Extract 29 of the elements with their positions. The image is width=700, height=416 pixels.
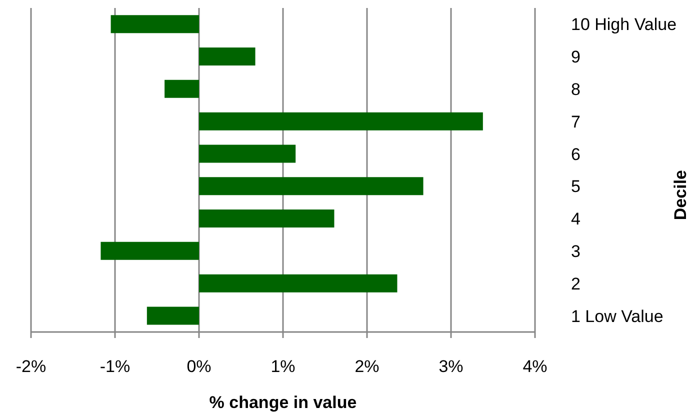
y-tick-label: 8 [571,80,580,100]
y-axis-title: Decile [671,170,690,220]
bar [146,306,199,325]
y-tick-label: 1 Low Value [571,306,664,326]
x-tick-label: 1% [270,357,296,376]
y-tick-label: 7 [571,112,580,132]
bar [100,242,199,260]
y-tick-label: 9 [571,48,580,67]
bar [164,80,199,98]
bar [199,144,296,163]
y-tick-label: 5 [571,177,580,196]
y-tick-label: 2 [571,274,580,294]
bar [199,112,483,130]
bar [199,48,256,66]
bar [199,210,334,228]
x-tick-label: -2% [16,357,46,376]
bar [110,15,199,34]
y-tick-label: 4 [571,210,580,229]
x-axis-title: % change in value [209,393,357,412]
y-tick-label: 3 [571,242,580,262]
bar [199,177,424,196]
x-tick-label: -1% [100,357,130,376]
x-tick-label: 2% [354,357,380,376]
bar [199,274,398,292]
x-tick-label: 0% [186,357,212,376]
y-tick-label: 6 [571,144,580,164]
x-tick-label: 3% [438,357,464,376]
x-tick-label: 4% [522,357,548,376]
y-tick-label: 10 High Value [571,15,677,34]
